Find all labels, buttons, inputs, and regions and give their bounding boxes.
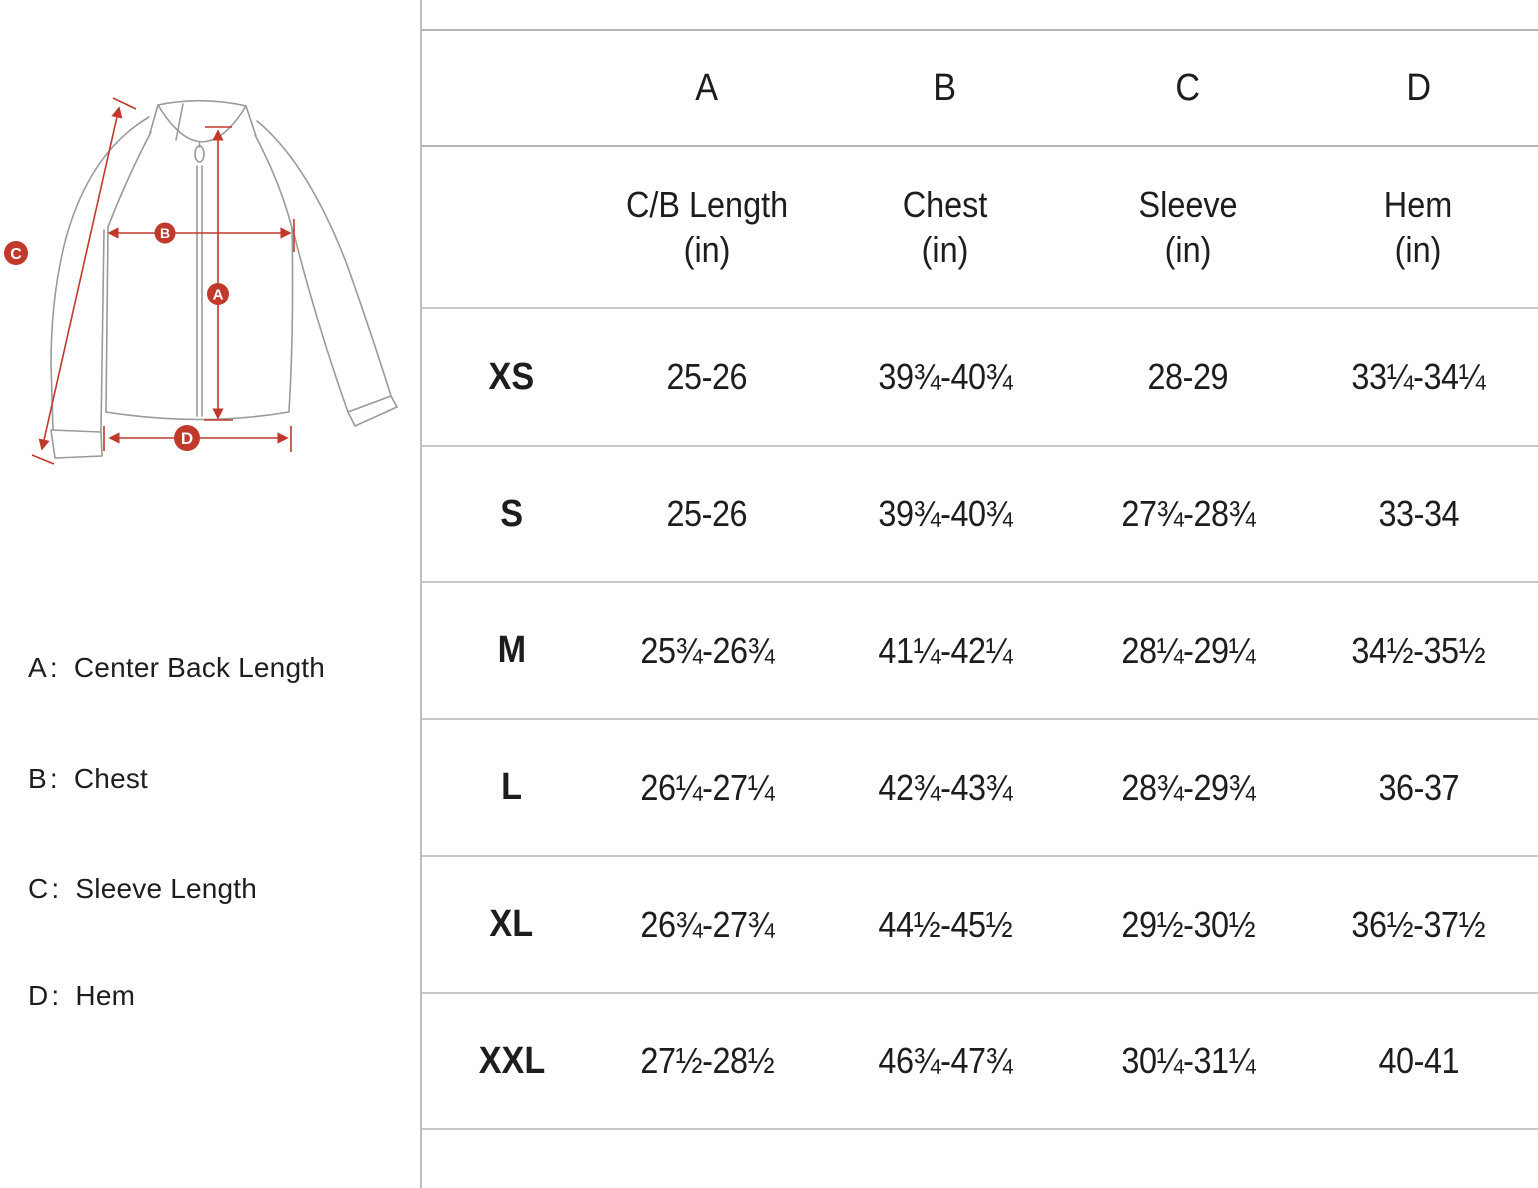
table-row-m: M 25¾-26¾ 41¼-42¼ 28¼-29¼ 34½-35½ bbox=[422, 583, 1538, 720]
size-label: XS bbox=[488, 355, 535, 398]
value-cell: 34½-35½ bbox=[1351, 629, 1486, 671]
size-label: XL bbox=[489, 903, 534, 945]
table-row-l: L 26¼-27¼ 42¾-43¾ 28¾-29¾ 36-37 bbox=[422, 720, 1538, 857]
legend-text: Sleeve Length bbox=[75, 873, 258, 904]
svg-text:C: C bbox=[10, 246, 22, 263]
legend-text: Hem bbox=[75, 980, 136, 1011]
legend-text: Center Back Length bbox=[73, 652, 325, 683]
column-letter-a: A bbox=[695, 66, 719, 109]
header-sleeve: Sleeve (in) bbox=[1138, 184, 1238, 270]
value-cell: 36-37 bbox=[1378, 766, 1459, 808]
size-label: L bbox=[501, 766, 522, 808]
legend-key: C bbox=[28, 873, 49, 904]
column-letter-b: B bbox=[933, 66, 957, 109]
corner-cell bbox=[422, 147, 601, 307]
svg-text:A: A bbox=[213, 286, 224, 303]
table-left-border bbox=[420, 0, 422, 1188]
header-chest: Chest (in) bbox=[902, 184, 988, 270]
legend-item-b: B: Chest bbox=[28, 763, 149, 794]
value-cell: 25-26 bbox=[666, 493, 748, 534]
corner-cell bbox=[422, 31, 601, 145]
value-cell: 27¾-28¾ bbox=[1121, 493, 1255, 534]
value-cell: 40-41 bbox=[1378, 1040, 1459, 1081]
column-letter-d: D bbox=[1406, 66, 1431, 109]
legend-item-c: C: Sleeve Length bbox=[28, 873, 258, 904]
value-cell: 27½-28½ bbox=[640, 1040, 774, 1081]
legend-key: B bbox=[28, 763, 47, 794]
measure-arrow-c bbox=[31, 97, 137, 465]
header-hem: Hem (in) bbox=[1384, 184, 1453, 270]
garment-diagram: C B A D bbox=[4, 97, 398, 465]
value-cell: 33¼-34¼ bbox=[1351, 356, 1486, 397]
measure-arrow-b bbox=[107, 219, 295, 252]
measure-badge-d: D bbox=[174, 425, 200, 451]
value-cell: 36½-37½ bbox=[1351, 903, 1486, 945]
value-cell: 33-34 bbox=[1378, 493, 1459, 534]
jacket-outline bbox=[50, 99, 398, 459]
svg-text:D: D bbox=[181, 429, 193, 448]
value-cell: 44½-45½ bbox=[878, 903, 1012, 945]
value-cell: 28-29 bbox=[1147, 356, 1229, 397]
measurement-arrows bbox=[31, 97, 295, 465]
column-letter-c: C bbox=[1175, 66, 1201, 109]
legend-key: A bbox=[28, 652, 47, 683]
legend-item-a: A: Center Back Length bbox=[28, 652, 325, 683]
svg-text:B: B bbox=[160, 225, 170, 241]
value-cell: 41¼-42¼ bbox=[878, 629, 1012, 671]
legend-item-d: D: Hem bbox=[28, 980, 136, 1011]
measurement-badges: C B A D bbox=[4, 222, 229, 451]
measure-badge-b: B bbox=[154, 222, 176, 244]
size-label: M bbox=[497, 629, 526, 671]
legend-text: Chest bbox=[73, 763, 149, 794]
value-cell: 28¾-29¾ bbox=[1121, 766, 1255, 808]
header-cb-length: C/B Length (in) bbox=[625, 184, 789, 270]
value-cell: 26¾-27¾ bbox=[640, 903, 774, 945]
value-cell: 46¾-47¾ bbox=[878, 1040, 1012, 1081]
value-cell: 28¼-29¼ bbox=[1121, 629, 1255, 671]
legend-key: D bbox=[28, 980, 49, 1011]
table-row-xl: XL 26¾-27¾ 44½-45½ 29½-30½ 36½-37½ bbox=[422, 857, 1538, 994]
value-cell: 30¼-31¼ bbox=[1121, 1040, 1255, 1081]
value-cell: 42¾-43¾ bbox=[878, 766, 1012, 808]
table-row-xxl: XXL 27½-28½ 46¾-47¾ 30¼-31¼ 40-41 bbox=[422, 994, 1538, 1130]
table-top-spacer bbox=[422, 0, 1538, 31]
column-letter-row: A B C D bbox=[422, 31, 1538, 147]
size-label: S bbox=[500, 492, 523, 535]
value-cell: 25¾-26¾ bbox=[640, 629, 774, 671]
value-cell: 29½-30½ bbox=[1121, 903, 1255, 945]
table-row-xs: XS 25-26 39¾-40¾ 28-29 33¼-34¼ bbox=[422, 309, 1538, 447]
column-header-row: C/B Length (in) Chest (in) Sleeve (in) Hem(… bbox=[422, 147, 1538, 309]
value-cell: 39¾-40¾ bbox=[878, 356, 1012, 397]
table-row-s: S 25-26 39¾-40¾ 27¾-28¾ 33-34 bbox=[422, 447, 1538, 583]
value-cell: 26¼-27¼ bbox=[640, 766, 774, 808]
size-label: XXL bbox=[478, 1039, 545, 1082]
value-cell: 39¾-40¾ bbox=[878, 493, 1012, 534]
measure-badge-a: A bbox=[207, 283, 229, 305]
measure-arrow-a bbox=[204, 126, 233, 421]
value-cell: 25-26 bbox=[666, 356, 748, 397]
table-bottom-spacer bbox=[422, 1130, 1538, 1186]
measure-badge-c: C bbox=[4, 241, 28, 265]
size-chart-table: A B C D C/B Length (in) Chest (in) Sleeve(… bbox=[422, 0, 1538, 1188]
measurement-guide-panel: C B A D A: Center Back Length B: Chest bbox=[0, 0, 420, 1188]
